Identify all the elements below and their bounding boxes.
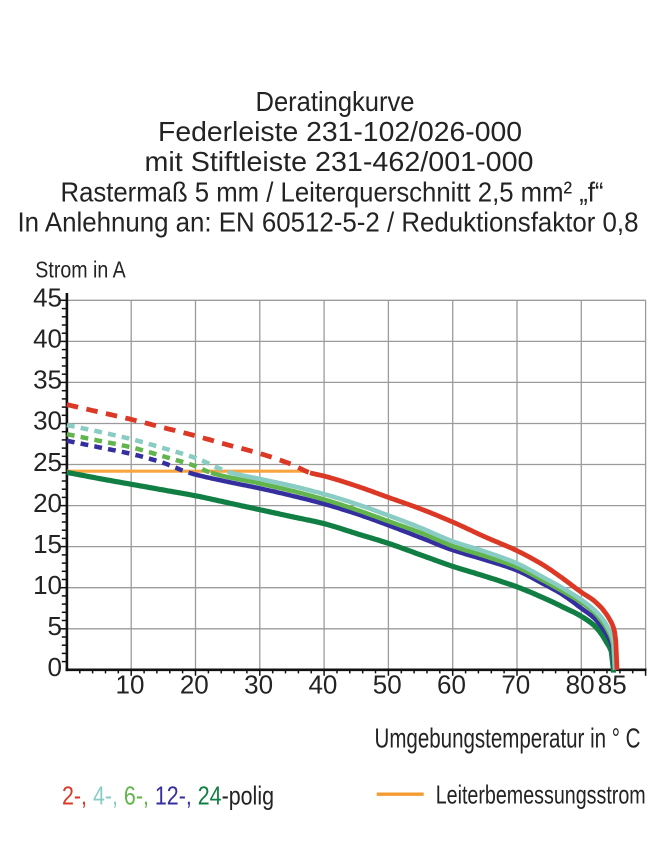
svg-text:20: 20 [33, 488, 62, 518]
svg-text:70: 70 [501, 670, 530, 700]
svg-text:Strom in A: Strom in A [35, 257, 126, 283]
svg-text:2-, 4-, 6-, 12-, 24-polig: 2-, 4-, 6-, 12-, 24-polig [62, 781, 274, 811]
svg-text:10: 10 [116, 670, 145, 700]
svg-text:Deratingkurve: Deratingkurve [256, 86, 415, 117]
svg-text:25: 25 [33, 447, 62, 477]
svg-text:20: 20 [180, 670, 209, 700]
svg-text:45: 45 [33, 283, 62, 313]
svg-text:Federleiste 231-102/026-000: Federleiste 231-102/026-000 [158, 116, 522, 147]
svg-text:15: 15 [33, 529, 62, 559]
svg-text:Rastermaß 5 mm / Leiterquersch: Rastermaß 5 mm / Leiterquerschnitt 2,5 m… [61, 177, 604, 208]
svg-text:30: 30 [244, 670, 273, 700]
svg-text:35: 35 [33, 365, 62, 395]
svg-text:40: 40 [33, 324, 62, 354]
svg-text:85: 85 [598, 670, 627, 700]
svg-text:5: 5 [48, 611, 62, 641]
svg-text:mit Stiftleiste 231-462/001-00: mit Stiftleiste 231-462/001-000 [145, 146, 534, 177]
svg-text:10: 10 [33, 570, 62, 600]
svg-text:Leiterbemessungsstrom: Leiterbemessungsstrom [436, 779, 646, 809]
svg-text:Umgebungstemperatur in ° C: Umgebungstemperatur in ° C [375, 723, 641, 754]
svg-text:30: 30 [33, 406, 62, 436]
svg-text:50: 50 [373, 670, 402, 700]
svg-text:80: 80 [566, 670, 595, 700]
svg-text:60: 60 [437, 670, 466, 700]
svg-text:40: 40 [308, 670, 337, 700]
svg-text:In Anlehnung an: EN 60512-5-2: In Anlehnung an: EN 60512-5-2 / Reduktio… [18, 207, 639, 238]
svg-text:0: 0 [48, 652, 62, 682]
